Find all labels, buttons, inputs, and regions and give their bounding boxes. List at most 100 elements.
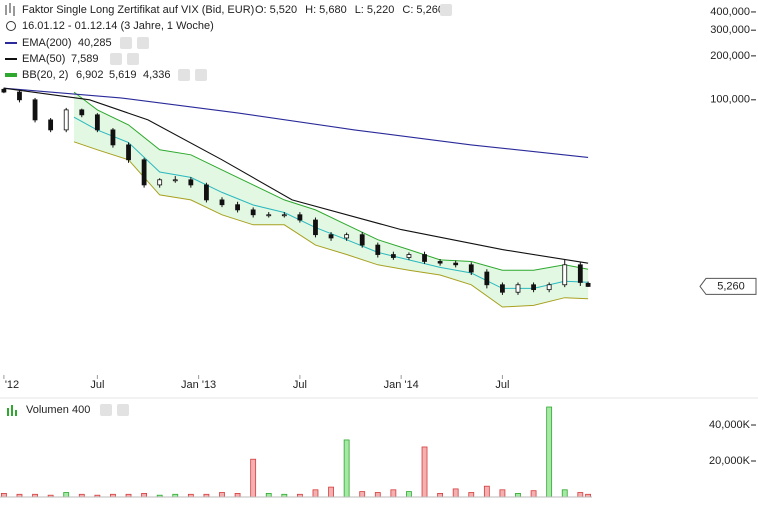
x-tick-label: Jul [90, 379, 104, 391]
candle-body [390, 254, 396, 258]
candle-body [562, 264, 568, 286]
candle-body [204, 184, 209, 201]
bollinger-upper [73, 91, 589, 271]
candle-body [157, 179, 163, 186]
quote-label: H: [305, 4, 316, 16]
legend-value: 5,619 [109, 69, 137, 81]
last-price-label: 5,260 [717, 280, 745, 292]
candle-body [32, 99, 38, 121]
candle-body [235, 204, 240, 211]
y-tick-label: 20,000K [709, 455, 751, 467]
volume-bar [63, 492, 70, 498]
x-tick-label: Jul [495, 379, 509, 391]
quote-value: 5,260 [416, 4, 444, 16]
clock-icon [6, 21, 16, 31]
volume-bar [328, 486, 334, 498]
volume-bar [437, 493, 444, 498]
candle-body [344, 234, 350, 239]
candle-body [297, 214, 303, 221]
volume-bar [530, 490, 537, 498]
settings-button[interactable] [178, 69, 190, 81]
y-tick-label: 200,000 [710, 50, 750, 62]
y-tick-label: 100,000 [710, 94, 750, 106]
ema-line [3, 87, 589, 158]
close-button[interactable] [117, 404, 129, 416]
settings-button[interactable] [100, 404, 112, 416]
volume-bar [499, 489, 506, 498]
volume-bar [0, 493, 7, 498]
legend-name: BB(20, 2) [22, 69, 68, 81]
x-tick-label: '12 [5, 379, 19, 391]
candle-body [313, 219, 318, 236]
quote: O: 5,520 H: 5,680 L: 5,220 C: 5,260 [255, 4, 444, 16]
candle-body [546, 284, 552, 291]
candle-body [1, 88, 7, 93]
candle-body [172, 179, 178, 182]
y-tick-label: 400,000 [710, 6, 750, 18]
volume-value: 400 [72, 404, 90, 416]
ema-line [3, 87, 589, 264]
settings-button[interactable] [110, 53, 122, 65]
last-price-box [699, 277, 757, 295]
volume-icon [7, 405, 17, 416]
candle-body [585, 282, 591, 287]
volume-bar [452, 488, 459, 498]
quote-label: C: [402, 4, 413, 16]
candle-body [79, 109, 85, 116]
candle-body [188, 179, 194, 186]
quote-value: 5,220 [367, 4, 395, 16]
close-button[interactable] [195, 69, 207, 81]
candle-body [126, 144, 131, 161]
volume-bar [577, 492, 584, 498]
bollinger-fill [74, 92, 589, 307]
candle-body [281, 214, 287, 217]
candle-body [437, 261, 443, 264]
volume-bar [561, 489, 568, 498]
candle-body [250, 209, 256, 216]
settings-button[interactable] [440, 4, 452, 16]
candle-body [94, 114, 100, 131]
x-tick-label: Jul [293, 379, 307, 391]
volume-bar [406, 491, 412, 498]
volume-bar [374, 492, 381, 498]
volume-bar [468, 492, 475, 498]
candle-body [359, 234, 365, 246]
volume-bar [390, 489, 397, 498]
candle-body [219, 199, 225, 206]
volume-bar [421, 446, 428, 498]
legend-value: 4,336 [143, 69, 171, 81]
quote-label: O: [255, 4, 267, 16]
candle-body [48, 119, 54, 131]
legend-value: 40,285 [78, 37, 112, 49]
candle-body [406, 254, 412, 258]
quote-label: L: [355, 4, 364, 16]
volume-bar [483, 485, 490, 498]
legend-name: EMA(200) [22, 37, 72, 49]
volume-bar [515, 493, 521, 498]
candle-body [328, 234, 334, 239]
y-tick-label: 300,000 [710, 24, 750, 36]
candle-body [110, 129, 116, 146]
candle-body [500, 284, 505, 293]
candle-body [422, 254, 427, 262]
quote-value: 5,680 [319, 4, 347, 16]
volume-title: Volumen [26, 404, 69, 416]
x-tick-label: Jan '14 [384, 379, 419, 391]
settings-button[interactable] [120, 37, 132, 49]
chart-icon [5, 3, 15, 16]
candle-body [141, 159, 147, 186]
volume-bar [234, 493, 241, 498]
volume-bar [359, 491, 366, 498]
candle-body [266, 214, 272, 217]
close-button[interactable] [137, 37, 149, 49]
volume-bar [265, 493, 272, 498]
close-button[interactable] [127, 53, 139, 65]
chart-title: Faktor Single Long Zertifikat auf VIX (B… [22, 4, 254, 16]
volume-bar [546, 406, 553, 498]
candle-body [577, 264, 583, 283]
volume-bar [219, 492, 225, 498]
candle-body [484, 271, 490, 286]
quote-value: 5,520 [270, 4, 298, 16]
subtitle: 16.01.12 - 01.12.14 (3 Jahre, 1 Woche) [22, 20, 214, 32]
